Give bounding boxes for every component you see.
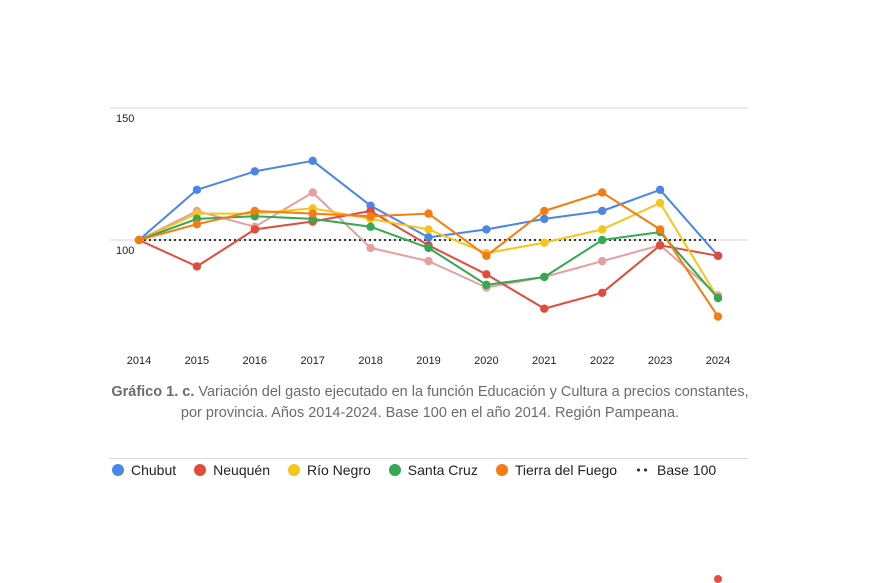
- point-tierra-del-fuego-2018[interactable]: [366, 212, 375, 221]
- y-tick-100: 100: [116, 245, 134, 257]
- point-tierra-del-fuego-2019[interactable]: [424, 209, 433, 218]
- point-santa-cruz-2018[interactable]: [366, 222, 375, 231]
- point-neuquen-2016[interactable]: [250, 225, 259, 234]
- point-pampeana-rosa-2022[interactable]: [598, 256, 607, 266]
- point-chubut-2021[interactable]: [540, 214, 549, 224]
- legend-item-santa-cruz[interactable]: Santa Cruz: [388, 462, 478, 478]
- point-chubut-2017[interactable]: [308, 156, 317, 165]
- legend-item-tierra-del-fuego[interactable]: Tierra del Fuego: [495, 462, 618, 478]
- legend-marker-base-100: [635, 468, 650, 472]
- point-chubut-2020[interactable]: [482, 225, 491, 234]
- legend-label-tierra-del-fuego: Tierra del Fuego: [514, 462, 618, 478]
- legend-marker-chubut: [112, 464, 124, 476]
- legend-item-neuquen[interactable]: Neuquén: [194, 462, 270, 478]
- x-tick-2016: 2016: [243, 355, 267, 367]
- point-santa-cruz-2020[interactable]: [482, 280, 491, 290]
- point-santa-cruz-2019[interactable]: [424, 243, 433, 253]
- legend-label-neuquen: Neuquén: [213, 462, 270, 478]
- point-neuquen-2020[interactable]: [482, 270, 491, 279]
- point-chubut-2022[interactable]: [598, 206, 607, 216]
- legend-label-base-100: Base 100: [657, 462, 717, 478]
- caption-text: Variación del gasto ejecutado en la func…: [180, 384, 749, 421]
- x-tick-2019: 2019: [416, 355, 440, 367]
- point-rio-negro-2022[interactable]: [598, 225, 607, 234]
- x-tick-2015: 2015: [185, 355, 209, 367]
- legend-marker-neuquen: [194, 464, 207, 476]
- point-tierra-del-fuego-2015[interactable]: [192, 219, 202, 229]
- x-tick-2017: 2017: [300, 355, 324, 367]
- point-pampeana-rosa-2019[interactable]: [424, 256, 433, 266]
- x-tick-2018: 2018: [358, 355, 382, 367]
- point-neuquen-2015[interactable]: [192, 262, 202, 271]
- chart-grid: [110, 107, 748, 241]
- point-tierra-del-fuego-2021[interactable]: [540, 206, 549, 216]
- point-neuquen-2022[interactable]: [598, 288, 607, 297]
- chart-series: [134, 156, 723, 321]
- point-pampeana-rosa-2017[interactable]: [308, 188, 317, 197]
- caption-bold: Gráfico 1. c.: [111, 384, 195, 400]
- y-tick-labels: 150 100: [116, 113, 134, 257]
- legend-marker-santa-cruz: [388, 464, 401, 476]
- point-tierra-del-fuego-2020[interactable]: [482, 251, 491, 261]
- point-santa-cruz-2022[interactable]: [598, 235, 607, 245]
- x-tick-2022: 2022: [590, 355, 614, 367]
- legend-label-chubut: Chubut: [131, 462, 177, 478]
- point-tierra-del-fuego-2024[interactable]: [713, 312, 723, 321]
- point-chubut-2015[interactable]: [192, 185, 202, 195]
- legend-item-chubut[interactable]: Chubut: [112, 462, 176, 478]
- legend-marker-rio-negro: [287, 464, 300, 476]
- x-tick-2023: 2023: [648, 355, 672, 367]
- point-santa-cruz-2021[interactable]: [540, 272, 549, 282]
- x-tick-2021: 2021: [532, 355, 556, 367]
- point-rio-negro-2019[interactable]: [424, 225, 433, 234]
- legend-divider: [110, 458, 748, 459]
- point-chubut-2016[interactable]: [250, 167, 259, 176]
- point-pampeana-rosa-2018[interactable]: [366, 243, 375, 253]
- chart-caption: Gráfico 1. c. Variación del gasto ejecut…: [100, 382, 760, 424]
- point-tierra-del-fuego-2017[interactable]: [308, 209, 317, 218]
- legend-label-rio-negro: Río Negro: [306, 462, 371, 478]
- legend-item-base-100[interactable]: Base 100: [635, 462, 716, 478]
- x-tick-2014: 2014: [127, 355, 151, 367]
- point-tierra-del-fuego-2014[interactable]: [134, 235, 144, 245]
- point-tierra-del-fuego-2023[interactable]: [655, 225, 665, 234]
- legend-marker-tierra-del-fuego: [495, 464, 508, 476]
- x-tick-2024: 2024: [706, 355, 730, 367]
- point-santa-cruz-2024[interactable]: [713, 293, 723, 303]
- corner-marker: [714, 575, 722, 583]
- point-tierra-del-fuego-2016[interactable]: [250, 206, 259, 216]
- point-neuquen-2024[interactable]: [713, 251, 723, 261]
- point-rio-negro-2021[interactable]: [540, 238, 549, 247]
- point-chubut-2023[interactable]: [655, 185, 665, 195]
- point-neuquen-2023[interactable]: [655, 241, 665, 250]
- x-tick-2020: 2020: [474, 355, 498, 367]
- y-tick-150: 150: [116, 113, 134, 125]
- x-tick-labels: 2014 2015 2016 2017 2018 2019 2020 2021 2022 2023…: [127, 355, 730, 367]
- series-tierra-del-fuego: [134, 188, 723, 321]
- point-rio-negro-2023[interactable]: [655, 198, 665, 208]
- chart-legend: Chubut Neuquén Río Negro Santa Cruz Tier…: [112, 460, 734, 480]
- point-neuquen-2021[interactable]: [540, 304, 549, 313]
- point-chubut-2019[interactable]: [424, 233, 433, 242]
- legend-item-rio-negro[interactable]: Río Negro: [287, 462, 371, 478]
- legend-label-santa-cruz: Santa Cruz: [407, 462, 478, 478]
- point-tierra-del-fuego-2022[interactable]: [598, 188, 607, 197]
